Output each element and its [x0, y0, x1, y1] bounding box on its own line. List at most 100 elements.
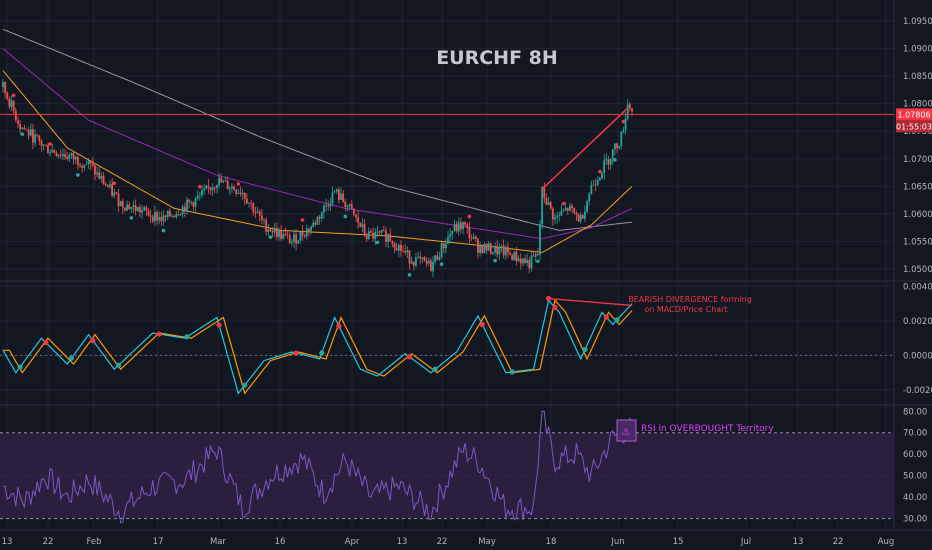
- ma-fast-line: [2, 70, 633, 253]
- macd-peak-dot: [545, 295, 552, 302]
- candle-up: [179, 214, 182, 216]
- candle-down: [511, 254, 514, 261]
- time-tick-label: 17: [153, 537, 164, 547]
- candle-down: [151, 216, 154, 222]
- signal-dot-buy: [536, 259, 540, 264]
- candle-up: [584, 211, 586, 219]
- candle-down: [81, 166, 84, 168]
- candle-down: [102, 176, 105, 185]
- candle-up: [504, 247, 507, 256]
- candle-up: [556, 215, 559, 218]
- candle-up: [74, 156, 77, 160]
- candle-down: [314, 222, 317, 225]
- candle-down: [455, 224, 458, 232]
- candle-up: [367, 231, 370, 240]
- candle-down: [468, 227, 471, 239]
- candle-up: [417, 256, 419, 258]
- candle-up: [282, 233, 285, 239]
- candle-down: [543, 186, 546, 199]
- candle-up: [554, 217, 556, 220]
- candle-down: [350, 204, 353, 209]
- candle-down: [32, 129, 34, 143]
- candle-up: [479, 246, 481, 253]
- candle-down: [106, 185, 109, 188]
- candle-down: [502, 245, 505, 256]
- candle-up: [290, 241, 293, 244]
- candle-up: [340, 193, 342, 200]
- candle-down: [64, 154, 66, 157]
- candle-up: [196, 196, 199, 199]
- candle-down: [6, 92, 9, 99]
- candle-up: [611, 149, 614, 159]
- candle-down: [566, 207, 569, 211]
- candle-up: [194, 198, 197, 207]
- macd-cross-down-dot: [406, 354, 413, 360]
- candle-up: [130, 207, 133, 210]
- candle-down: [391, 241, 394, 244]
- candle-down: [419, 256, 422, 259]
- candle-down: [147, 210, 150, 216]
- candle-down: [286, 234, 289, 236]
- candle-up: [534, 253, 537, 257]
- candle-up: [421, 257, 424, 259]
- candle-down: [72, 153, 75, 160]
- candle-up: [224, 180, 227, 182]
- candle-down: [355, 214, 357, 218]
- candle-up: [205, 185, 208, 189]
- candle-down: [485, 244, 488, 251]
- candle-up: [513, 251, 516, 261]
- candle-down: [404, 250, 407, 253]
- candle-down: [408, 250, 411, 264]
- signal-dot-buy: [20, 132, 25, 136]
- candle-down: [477, 239, 479, 253]
- candle-down: [393, 243, 396, 249]
- candle-up: [100, 176, 103, 179]
- macd-cross-down-dot: [552, 304, 558, 311]
- candle-down: [98, 172, 101, 179]
- chart-overlays: [0, 93, 894, 307]
- candle-down: [284, 233, 287, 235]
- candle-up: [440, 242, 443, 258]
- time-tick-label: 15: [673, 537, 684, 547]
- candle-down: [14, 110, 17, 121]
- macd-annotation-line1: BEARISH DIVERGENCE forming: [628, 295, 752, 304]
- candle-down: [528, 259, 531, 269]
- countdown-tag: [896, 120, 932, 133]
- candle-up: [613, 143, 616, 150]
- candle-up: [599, 177, 601, 181]
- candle-up: [588, 193, 591, 202]
- candle-down: [425, 260, 428, 264]
- signal-dot-buy: [161, 228, 166, 233]
- signal-dot-sell: [621, 119, 626, 124]
- signal-dot-sell: [467, 214, 472, 219]
- candle-down: [280, 230, 283, 239]
- candle-up: [175, 214, 178, 217]
- candle-up: [216, 185, 218, 188]
- candle-up: [517, 258, 520, 262]
- macd-cross-down-dot: [479, 321, 485, 328]
- candle-down: [470, 238, 473, 239]
- candle-up: [126, 204, 128, 211]
- candle-up: [62, 154, 64, 156]
- candle-down: [36, 134, 39, 136]
- candle-up: [267, 229, 270, 232]
- macd-cross-up-dot: [509, 369, 515, 375]
- price-tick-label: 1.06000: [903, 210, 932, 220]
- candle-up: [586, 201, 588, 212]
- signal-dot-buy: [493, 258, 497, 263]
- price-trend-line: [541, 107, 629, 190]
- candle-down: [301, 231, 304, 236]
- candle-up: [620, 131, 623, 146]
- price-tick-label: 1.08500: [903, 72, 932, 82]
- candle-up: [325, 205, 327, 207]
- candle-up: [158, 217, 161, 221]
- candle-down: [25, 129, 28, 131]
- candle-up: [494, 246, 496, 253]
- candle-down: [308, 228, 310, 231]
- candle-up: [154, 212, 156, 222]
- candle-down: [258, 211, 261, 216]
- candle-up: [256, 211, 259, 213]
- time-tick-label: Jun: [610, 537, 624, 547]
- candle-up: [297, 240, 300, 244]
- candle-up: [329, 203, 332, 207]
